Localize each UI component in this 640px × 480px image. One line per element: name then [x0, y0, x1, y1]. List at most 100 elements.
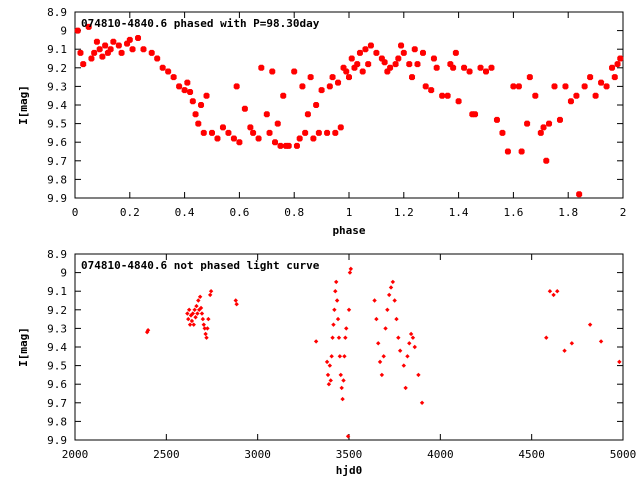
- x-tick-labels: 2000 2500 3000 3500 4000 4500 5000: [62, 448, 637, 461]
- data-point: [258, 64, 265, 71]
- data-point: [328, 378, 333, 383]
- x-tick-label: 3000: [244, 448, 271, 461]
- y-tick-label: 9.9: [47, 192, 67, 205]
- x-tick-label: 1.8: [558, 206, 578, 219]
- data-point: [214, 135, 221, 142]
- data-point: [537, 129, 544, 136]
- y-tick-label: 9.7: [47, 397, 67, 410]
- data-point: [307, 74, 314, 81]
- data-point: [547, 289, 553, 294]
- data-point: [193, 315, 198, 320]
- y-tick-label: 9.9: [47, 434, 67, 447]
- x-tick-label: 2: [620, 206, 627, 219]
- data-point: [348, 266, 354, 272]
- data-point: [208, 289, 214, 294]
- axis-ticks: [74, 11, 624, 199]
- data-point: [603, 83, 610, 90]
- data-point: [126, 36, 133, 43]
- data-point: [540, 124, 547, 131]
- y-tick-label: 9.4: [47, 341, 67, 354]
- data-point: [388, 285, 394, 290]
- data-point: [346, 307, 352, 312]
- data-point: [450, 64, 457, 71]
- y-tick-label: 9.2: [47, 62, 67, 75]
- data-point: [341, 378, 346, 383]
- data-point: [354, 61, 361, 68]
- data-point: [377, 359, 383, 365]
- data-point: [524, 120, 531, 127]
- data-point: [201, 322, 206, 327]
- data-point: [337, 124, 344, 131]
- y-tick-labels: 8.9 9 9.1 9.2 9.3 9.4 9.5 9.6 9.7 9.8 9.9: [47, 248, 67, 447]
- data-point: [331, 322, 336, 327]
- x-tick-label: 3500: [336, 448, 363, 461]
- data-point: [324, 359, 330, 365]
- data-point: [80, 61, 87, 68]
- data-point: [385, 307, 390, 312]
- data-point: [343, 335, 348, 340]
- data-point: [611, 74, 618, 81]
- data-point: [477, 64, 484, 71]
- data-point: [293, 142, 300, 149]
- data-point: [332, 129, 339, 136]
- data-point: [330, 335, 335, 340]
- data-point: [159, 64, 166, 71]
- data-point: [334, 298, 340, 303]
- data-point: [165, 68, 172, 75]
- data-point: [203, 331, 208, 337]
- y-tick-label: 8.9: [47, 248, 67, 261]
- data-point: [581, 83, 588, 90]
- data-point: [135, 35, 142, 42]
- data-point: [236, 139, 243, 146]
- y-tick-label: 9.8: [47, 173, 67, 186]
- data-point: [409, 74, 416, 81]
- data-point: [191, 322, 196, 327]
- data-point: [373, 49, 380, 56]
- data-point: [181, 87, 188, 94]
- data-point: [102, 42, 109, 49]
- data-point: [439, 92, 446, 99]
- data-point: [416, 372, 421, 378]
- x-tick-label: 2000: [62, 448, 89, 461]
- data-point: [587, 74, 594, 81]
- data-point: [192, 111, 199, 118]
- data-point: [326, 83, 333, 90]
- unphased-light-curve-chart: 8.9 9 9.1 9.2 9.3 9.4 9.5 9.6 9.7 9.8 9.9 2000 2500…: [17, 248, 636, 477]
- data-point: [241, 105, 248, 112]
- data-point: [383, 326, 388, 331]
- plot-frame: [74, 11, 624, 199]
- data-point: [444, 92, 451, 99]
- data-point: [299, 83, 306, 90]
- data-point: [195, 311, 200, 316]
- data-point: [85, 23, 92, 30]
- y-tick-label: 9.3: [47, 322, 67, 335]
- data-point: [515, 83, 522, 90]
- data-point: [405, 354, 410, 359]
- data-point: [197, 294, 203, 299]
- y-axis-label: I[mag]: [17, 327, 30, 367]
- data-point: [187, 322, 193, 327]
- data-point: [187, 88, 194, 95]
- data-point: [422, 83, 429, 90]
- data-point: [396, 335, 401, 340]
- data-point: [411, 46, 418, 53]
- data-point: [335, 79, 342, 86]
- data-point: [526, 74, 533, 81]
- data-point: [190, 311, 196, 316]
- data-point: [419, 400, 425, 405]
- data-point: [234, 302, 239, 307]
- data-point: [433, 64, 440, 71]
- data-point: [304, 111, 311, 118]
- data-point: [466, 68, 473, 75]
- data-point: [592, 92, 599, 99]
- data-point: [609, 64, 616, 71]
- data-point: [140, 46, 147, 53]
- data-point: [335, 316, 341, 322]
- data-point: [362, 46, 369, 53]
- data-point: [204, 335, 209, 340]
- data-point: [567, 98, 574, 105]
- data-point: [107, 46, 114, 53]
- data-point: [272, 139, 279, 146]
- data-point: [339, 385, 344, 391]
- data-point: [617, 359, 622, 365]
